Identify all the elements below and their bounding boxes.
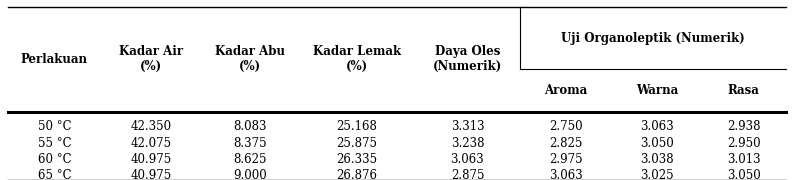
Text: 3.063: 3.063 xyxy=(451,153,484,166)
Text: 8.625: 8.625 xyxy=(233,153,267,166)
Text: Perlakuan: Perlakuan xyxy=(21,53,88,66)
Text: 3.063: 3.063 xyxy=(640,120,674,133)
Text: 25.168: 25.168 xyxy=(336,120,377,133)
Text: 2.938: 2.938 xyxy=(727,120,760,133)
Text: Warna: Warna xyxy=(636,84,678,97)
Text: 60 °C: 60 °C xyxy=(38,153,71,166)
Text: 40.975: 40.975 xyxy=(131,153,172,166)
Text: 40.975: 40.975 xyxy=(131,169,172,180)
Text: 2.750: 2.750 xyxy=(550,120,583,133)
Text: Uji Organoleptik (Numerik): Uji Organoleptik (Numerik) xyxy=(561,32,745,45)
Text: 2.825: 2.825 xyxy=(550,137,583,150)
Text: 3.025: 3.025 xyxy=(640,169,674,180)
Text: 3.038: 3.038 xyxy=(640,153,674,166)
Text: 26.335: 26.335 xyxy=(336,153,377,166)
Text: 50 °C: 50 °C xyxy=(38,120,71,133)
Text: Kadar Abu
(%): Kadar Abu (%) xyxy=(215,45,285,73)
Text: 2.950: 2.950 xyxy=(727,137,760,150)
Text: 42.075: 42.075 xyxy=(131,137,172,150)
Text: 3.313: 3.313 xyxy=(451,120,484,133)
Text: 9.000: 9.000 xyxy=(233,169,267,180)
Text: Rasa: Rasa xyxy=(728,84,759,97)
Text: 26.876: 26.876 xyxy=(336,169,377,180)
Text: 2.975: 2.975 xyxy=(550,153,583,166)
Text: 3.063: 3.063 xyxy=(550,169,583,180)
Text: 3.238: 3.238 xyxy=(451,137,484,150)
Text: Kadar Air
(%): Kadar Air (%) xyxy=(119,45,183,73)
Text: 3.050: 3.050 xyxy=(727,169,760,180)
Text: 55 °C: 55 °C xyxy=(38,137,71,150)
Text: 25.875: 25.875 xyxy=(336,137,377,150)
Text: 42.350: 42.350 xyxy=(131,120,172,133)
Text: 3.013: 3.013 xyxy=(727,153,760,166)
Text: Aroma: Aroma xyxy=(545,84,588,97)
Text: Daya Oles
(Numerik): Daya Oles (Numerik) xyxy=(433,45,502,73)
Text: 2.875: 2.875 xyxy=(451,169,484,180)
Text: 65 °C: 65 °C xyxy=(38,169,71,180)
Text: 3.050: 3.050 xyxy=(640,137,674,150)
Text: 8.083: 8.083 xyxy=(233,120,267,133)
Text: 8.375: 8.375 xyxy=(233,137,267,150)
Text: Kadar Lemak
(%): Kadar Lemak (%) xyxy=(313,45,401,73)
